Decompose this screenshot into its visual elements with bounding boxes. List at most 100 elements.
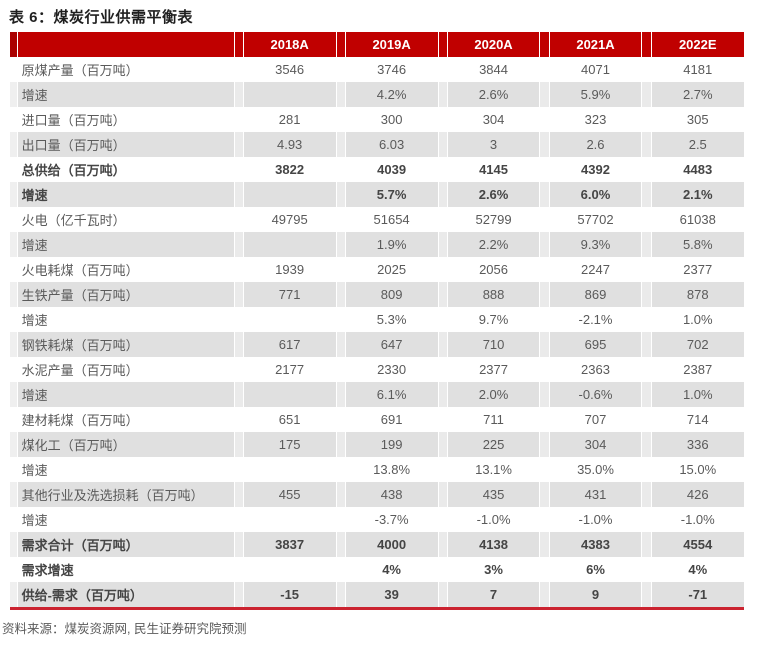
column-spacer [641,132,652,157]
column-spacer [641,207,652,232]
column-spacer [539,132,550,157]
cell-value: 2056 [447,257,540,282]
row-label: 出口量（百万吨） [17,132,235,157]
row-label: 增速 [17,507,235,532]
column-spacer [641,457,652,482]
column-spacer [233,432,244,457]
table-row: 增速 -3.7% -1.0% -1.0% -1.0% [10,507,744,532]
row-label: 水泥产量（百万吨） [17,357,235,382]
cell-value: 2025 [345,257,439,282]
cell-value: 9.7% [447,307,540,332]
table-row: 建材耗煤（百万吨） 651 691 711 707 714 [10,407,744,432]
cell-value: 336 [651,432,744,457]
cell-value: 2.7% [651,82,744,107]
cell-value: 2.1% [651,182,744,207]
row-accent-cell [10,457,18,482]
cell-value [243,307,337,332]
cell-value: -71 [651,582,744,609]
table-row: 增速 1.9% 2.2% 9.3% 5.8% [10,232,744,257]
cell-value: 2.6% [447,182,540,207]
cell-value [243,382,337,407]
table-row: 总供给（百万吨） 3822 4039 4145 4392 4483 [10,157,744,182]
cell-value: 5.3% [345,307,439,332]
cell-value: 39 [345,582,439,609]
cell-value: 225 [447,432,540,457]
cell-value: 1939 [243,257,337,282]
column-spacer [233,257,244,282]
column-spacer [437,507,448,532]
column-spacer [641,182,652,207]
column-spacer [437,157,448,182]
column-spacer [641,382,652,407]
column-spacer [539,257,550,282]
cell-value: 869 [549,282,642,307]
row-label: 增速 [17,457,235,482]
table-row: 水泥产量（百万吨） 2177 2330 2377 2363 2387 [10,357,744,382]
column-spacer [539,157,550,182]
column-spacer [233,582,244,609]
cell-value: 426 [651,482,744,507]
row-accent-cell [10,282,18,307]
row-accent-cell [10,507,18,532]
cell-value: 771 [243,282,337,307]
cell-value: 9.3% [549,232,642,257]
cell-value [243,507,337,532]
cell-value: 4.93 [243,132,337,157]
balance-table: 2018A 2019A 2020A 2021A 2022E 原煤产量（百万吨） 3… [10,32,744,610]
header-year-2022: 2022E [651,32,744,57]
column-spacer [335,482,346,507]
column-spacer [233,232,244,257]
column-spacer [437,282,448,307]
cell-value: 2247 [549,257,642,282]
cell-value: 617 [243,332,337,357]
row-label: 供给-需求（百万吨） [17,582,235,609]
cell-value: 4.2% [345,82,439,107]
header-year-2019: 2019A [345,32,439,57]
cell-value: 691 [345,407,439,432]
cell-value: 52799 [447,207,540,232]
column-spacer [539,307,550,332]
row-label: 煤化工（百万吨） [17,432,235,457]
row-accent-cell [10,332,18,357]
row-accent-cell [10,432,18,457]
cell-value: 57702 [549,207,642,232]
table-row: 增速 13.8% 13.1% 35.0% 15.0% [10,457,744,482]
column-spacer [437,332,448,357]
row-label: 需求合计（百万吨） [17,532,235,557]
table-row: 供给-需求（百万吨） -15 39 7 9 -71 [10,582,744,609]
row-accent-cell [10,357,18,382]
column-spacer [335,82,346,107]
column-spacer [335,207,346,232]
column-spacer [335,407,346,432]
row-label: 需求增速 [17,557,235,582]
column-spacer [335,282,346,307]
header-year-2020: 2020A [447,32,540,57]
cell-value: 4039 [345,157,439,182]
row-accent-cell [10,182,18,207]
cell-value: 175 [243,432,337,457]
column-spacer [641,482,652,507]
column-spacer [437,232,448,257]
column-spacer [539,432,550,457]
header-label-cell [17,32,235,57]
column-spacer [335,332,346,357]
cell-value: 2177 [243,357,337,382]
cell-value: 707 [549,407,642,432]
table-row: 增速 5.3% 9.7% -2.1% 1.0% [10,307,744,332]
cell-value: 35.0% [549,457,642,482]
column-spacer [335,57,346,82]
column-spacer [335,107,346,132]
cell-value: 695 [549,332,642,357]
column-spacer [233,282,244,307]
column-spacer [335,257,346,282]
column-spacer [233,132,244,157]
column-spacer [641,357,652,382]
column-spacer [437,32,448,57]
row-label: 增速 [17,307,235,332]
row-label: 建材耗煤（百万吨） [17,407,235,432]
column-spacer [539,507,550,532]
row-accent-cell [10,482,18,507]
row-label: 其他行业及洗选损耗（百万吨） [17,482,235,507]
column-spacer [641,157,652,182]
column-spacer [641,507,652,532]
